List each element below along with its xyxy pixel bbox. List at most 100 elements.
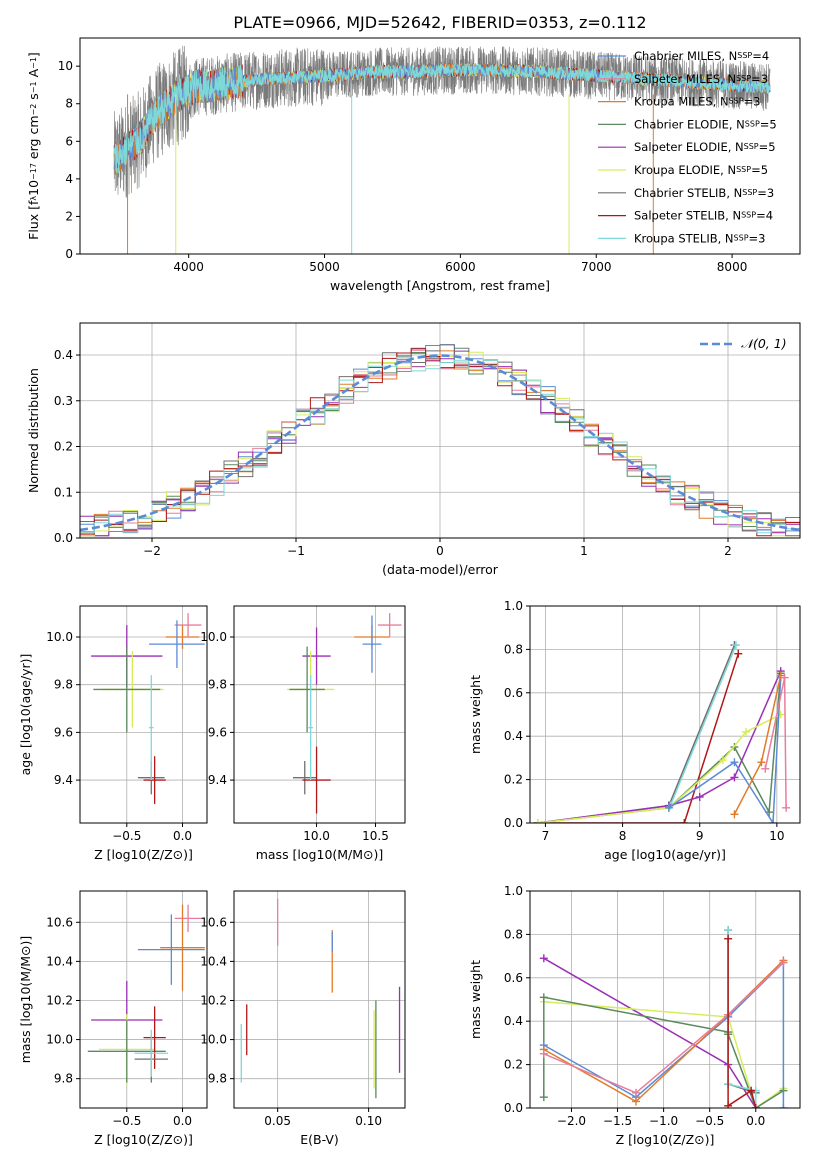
weight-marker-kroupa_miles — [757, 758, 766, 767]
y-tick-label: 0.3 — [54, 394, 73, 408]
gaussian-curve — [80, 354, 800, 532]
y-tick-label: 6 — [65, 134, 73, 148]
weight-marker-chabrier_miles — [664, 803, 673, 812]
label-part: SSP — [729, 96, 744, 105]
legend-label-gaussian: 𝒩(0, 1) — [741, 336, 787, 351]
label-part: SSP — [734, 233, 749, 242]
errorbar-point-kroupa_stelib — [149, 675, 154, 781]
x-tick-label: 5000 — [309, 260, 340, 274]
y-axis-label: mass weight — [468, 675, 483, 754]
label-part: Salpeter MILES, N — [634, 72, 736, 86]
x-tick-label: −0.5 — [112, 1114, 141, 1128]
label-part: Chabrier ELODIE, N — [634, 117, 745, 131]
axes-frame — [233, 605, 406, 824]
x-tick-label: 10.5 — [362, 829, 389, 843]
y-axis-label: mass weight — [468, 960, 483, 1039]
x-tick-label: 8000 — [717, 260, 748, 274]
weight-marker-salpeter_stelib — [747, 1086, 756, 1095]
weight-marker-salpeter_elodie — [695, 792, 704, 801]
y-tick-label: 0.0 — [54, 531, 73, 545]
y-tick-label: 10.2 — [46, 993, 73, 1007]
x-tick-label: 0.0 — [173, 1114, 192, 1128]
weight-marker-salpeter_elodie — [539, 954, 548, 963]
x-axis-label: Z [log10(Z/Z⊙)] — [616, 1132, 715, 1147]
gridlines — [234, 891, 405, 1108]
ticks: −2 −1 0 1 2 0.0 0.1 0.2 0.3 0.4 — [54, 348, 732, 558]
x-tick-label: −0.5 — [695, 1114, 724, 1128]
x-tick-label: 2 — [724, 544, 732, 558]
plot-area — [539, 926, 788, 1108]
weight-marker-salpeter_miles — [782, 803, 791, 812]
x-tick-label: 9 — [696, 829, 704, 843]
label-part: Chabrier STELIB, N — [634, 186, 742, 200]
y-tick-label: 9.8 — [208, 678, 227, 692]
weight-line-kroupa_miles — [543, 959, 784, 1103]
label-part: =4 — [756, 209, 773, 223]
errorbar-point-chabrier_elodie — [87, 1020, 166, 1083]
ticks: 0.05 0.10 9.8 10.0 10.2 10.4 10.6 — [200, 915, 382, 1128]
model-spectrum-kroupa_stelib — [113, 62, 771, 174]
y-tick-label: 0.6 — [504, 971, 523, 985]
errorbar-point-salpeter_stelib — [302, 746, 331, 814]
errorbar-point-kroupa_miles — [165, 625, 200, 649]
ticks: −0.5 0.0 9.4 9.6 9.8 10.0 — [46, 630, 192, 843]
label-part: SSP — [745, 119, 760, 128]
errorbar-point-salpeter_stelib — [143, 1006, 166, 1069]
y-tick-label: 8 — [65, 97, 73, 111]
histogram-kroupa_stelib — [80, 356, 800, 534]
plot-area — [113, 45, 771, 254]
weight-marker-salpeter_stelib — [734, 649, 743, 658]
x-axis-label: mass [log10(M/M⊙)] — [256, 847, 384, 862]
y-tick-label: 0.4 — [504, 729, 523, 743]
weight-marker-salpeter_stelib — [751, 1104, 760, 1108]
panel-residuals: −2 −1 0 1 2 0.0 0.1 0.2 0.3 0.4 (data-model)/error… — [26, 322, 801, 577]
panel-mass_vs_z: −0.5 0.0 9.8 10.0 10.2 10.4 10.6 Z [log10(Z/Z⊙)… — [18, 890, 208, 1147]
y-tick-label: 10.0 — [46, 630, 73, 644]
x-tick-label: 1 — [580, 544, 588, 558]
ticks: 10.0 10.5 9.4 9.6 9.8 10.0 — [200, 630, 389, 843]
y-tick-label: 9.6 — [208, 725, 227, 739]
axes-frame — [233, 890, 406, 1109]
weight-marker-kroupa_elodie — [742, 727, 750, 736]
histogram-kroupa_elodie — [80, 351, 800, 537]
weight-marker-kroupa_stelib — [724, 926, 733, 935]
label-part: λ — [29, 196, 38, 201]
axes-frame — [529, 890, 801, 1109]
x-tick-label: −0.5 — [112, 829, 141, 843]
panel-weight_vs_z: −2.0 −1.5 −1.0 −0.5 0.0 0.0 0.2 0.4 0.6 0.8 1.0 Z [… — [468, 884, 801, 1147]
y-tick-label: 10.4 — [200, 954, 227, 968]
x-tick-label: 0.10 — [355, 1114, 382, 1128]
ticks: 4000 5000 6000 7000 8000 0 2 4 6 8 10 — [58, 59, 748, 274]
errorbar-point-chabrier_elodie — [289, 646, 325, 733]
y-tick-label: 9.4 — [54, 773, 73, 787]
y-tick-label: 0.6 — [504, 686, 523, 700]
x-axis-label: Z [log10(Z/Z⊙)] — [94, 1132, 193, 1147]
weight-marker-kroupa_miles — [631, 1097, 640, 1106]
axes-frame — [529, 605, 801, 824]
label-part: Kroupa STELIB, N — [634, 231, 734, 245]
legend-label-chabrier_elodie: Chabrier ELODIE, NSSP=5 — [634, 117, 777, 131]
errorbar-point-kroupa_miles — [160, 904, 205, 991]
y-tick-label: 0.1 — [54, 485, 73, 499]
label-part: ] — [26, 52, 41, 57]
plot-area — [80, 344, 800, 537]
weight-line-salpeter_stelib — [537, 653, 740, 823]
weight-marker-salpeter_miles — [761, 764, 770, 773]
weight-marker-kroupa_miles — [730, 810, 739, 819]
label-part: SSP — [736, 165, 751, 174]
label-part: Flux [f — [26, 200, 41, 240]
errorbar-point-chabrier_stelib — [292, 761, 317, 795]
plot-area — [287, 613, 402, 814]
x-tick-label: 4000 — [173, 260, 204, 274]
y-tick-label: 0.4 — [54, 348, 73, 362]
x-tick-label: 7000 — [581, 260, 612, 274]
label-part: SSP — [744, 142, 759, 151]
y-tick-label: 0.2 — [54, 440, 73, 454]
x-tick-label: 6000 — [445, 260, 476, 274]
x-tick-label: 0.0 — [173, 829, 192, 843]
weight-marker-kroupa_elodie — [533, 819, 542, 823]
errorbar-point-salpeter_miles — [174, 613, 202, 637]
y-tick-label: 0.0 — [504, 1101, 523, 1115]
y-tick-label: 10.6 — [200, 915, 227, 929]
